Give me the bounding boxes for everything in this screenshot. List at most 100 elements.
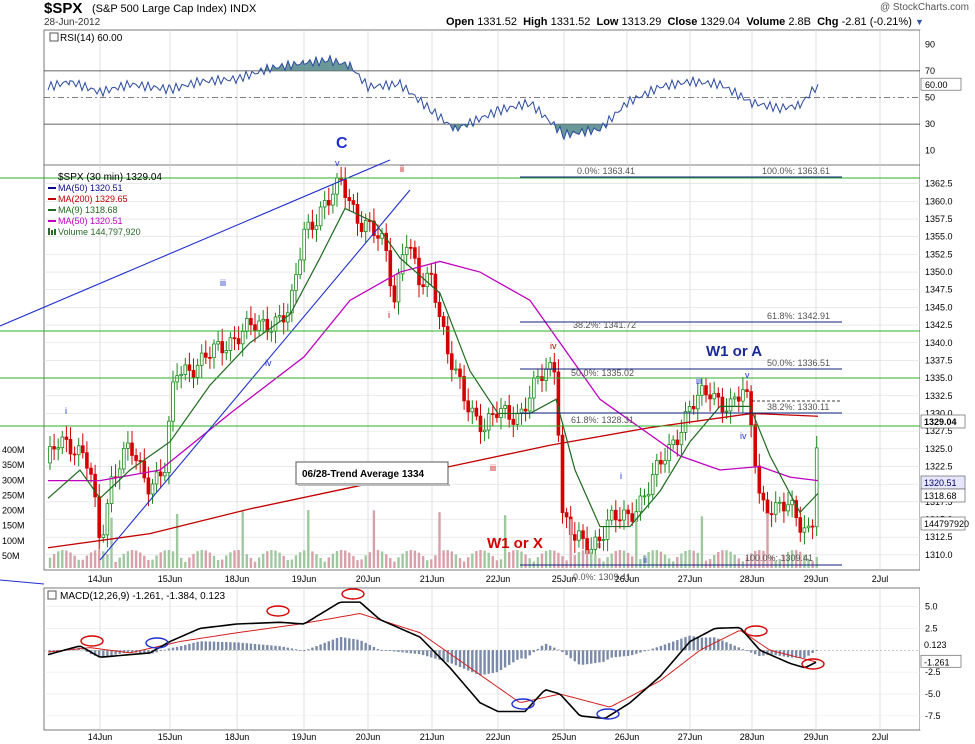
macd-legend-text: MACD(12,26,9) -1.261, -1.384, 0.123 — [60, 591, 226, 602]
volume-bar — [298, 552, 302, 568]
volume-bar — [192, 553, 195, 568]
volume-bar — [266, 551, 269, 568]
macd-hist-bar — [184, 644, 187, 651]
volume-bar — [376, 550, 380, 568]
candle-body — [249, 318, 253, 326]
macd-axis-label: 5.0 — [925, 602, 938, 612]
volume-bar — [585, 550, 589, 568]
candle-body — [691, 406, 696, 410]
volume-bar — [667, 558, 671, 568]
price-badge-label: 1329.04 — [924, 417, 957, 427]
macd-hist-bar — [434, 650, 437, 659]
volume-bar — [643, 555, 646, 568]
open-value: 1331.52 — [477, 16, 517, 28]
macd-hist-bar — [208, 641, 212, 651]
macd-axis-label: -5.0 — [925, 689, 941, 699]
volume-bar — [98, 550, 101, 568]
volume-bar — [483, 550, 486, 568]
volume-bar — [134, 550, 138, 568]
volume-bar — [512, 550, 515, 568]
macd-hist-bar — [503, 650, 507, 668]
volume-bar — [516, 550, 519, 568]
volume-bar — [758, 550, 761, 568]
candle-body — [490, 413, 495, 415]
macd-hist-bar — [717, 638, 720, 651]
volume-bar — [766, 512, 769, 568]
candle-body — [134, 455, 138, 461]
candle-body — [429, 272, 434, 275]
volume-bar — [651, 550, 654, 568]
macd-hist-bar — [401, 650, 404, 653]
candle-body — [564, 512, 569, 518]
macd-hist-bar — [442, 650, 445, 662]
candle-body — [310, 221, 315, 230]
volume-bar — [717, 551, 720, 568]
macd-hist-bar — [647, 649, 650, 651]
macd-hist-bar — [335, 638, 339, 651]
x-tick-label-price: 19Jun — [292, 574, 317, 584]
volume-bar — [557, 552, 560, 568]
candle-body — [745, 389, 749, 392]
x-tick-label: 29Jun — [804, 732, 829, 742]
candle-body — [314, 225, 319, 230]
macd-signal-line — [47, 612, 817, 708]
macd-hist-bar — [528, 650, 531, 656]
macd-hist-bar — [380, 650, 384, 652]
volume-bar — [417, 552, 421, 568]
rsi-current-label: 60.00 — [925, 80, 948, 90]
price-axis-label: 1345.0 — [925, 302, 953, 312]
volume-bar — [237, 550, 240, 568]
chg-dropdown-icon[interactable]: ▼ — [914, 17, 924, 27]
macd-hist-bar — [106, 650, 109, 657]
volume-axis-label: 350M — [2, 460, 25, 470]
macd-hist-bar — [544, 643, 548, 651]
macd-hist-bar — [655, 647, 658, 651]
candle-body — [712, 392, 716, 400]
crossover-marker — [511, 698, 535, 710]
candle-body — [417, 257, 421, 286]
candle-body — [318, 206, 323, 227]
fib-label: 38.2%: 1330.11 — [767, 402, 829, 412]
macd-hist-bar — [368, 644, 371, 651]
volume-bar — [778, 558, 781, 568]
macd-hist-bar — [721, 640, 724, 651]
volume-label: Volume — [746, 16, 786, 28]
candle-body — [290, 289, 294, 314]
x-tick-label: 14Jun — [88, 732, 113, 742]
candle-body — [105, 503, 110, 536]
volume-bar — [331, 553, 335, 568]
ohlc-readout: Open 1331.52 High 1331.52 Low 1313.29 Cl… — [446, 16, 924, 28]
volume-bar — [274, 550, 277, 568]
candle-body — [208, 356, 212, 359]
macd-hist-bar — [549, 645, 552, 651]
candle-body — [85, 452, 89, 469]
candle-body — [93, 473, 97, 498]
close-value: 1329.04 — [700, 16, 741, 28]
annotation-layer: 0.0%: 1363.41 100.0%: 1363.61 38.2%: 1341.… — [0, 135, 920, 585]
macd-hist-bar — [799, 650, 802, 658]
volume-bar — [475, 551, 478, 568]
symbol-name: (S&P 500 Large Cap Index) INDX — [92, 3, 257, 15]
volume-bar — [196, 551, 199, 568]
x-tick-label-price: 15Jun — [158, 574, 183, 584]
macd-hist-bar — [762, 650, 765, 656]
rsi-layer — [44, 54, 920, 141]
candle-body — [728, 398, 733, 412]
volume-bar — [85, 555, 89, 568]
volume-bar — [364, 555, 367, 568]
candle-body — [630, 513, 634, 522]
price-axis-label: 1347.5 — [925, 285, 953, 295]
candle-body — [626, 509, 630, 515]
volume-bar — [503, 515, 507, 568]
candle-body — [503, 405, 507, 409]
macd-hist-bar — [245, 643, 248, 651]
volume-bar — [413, 550, 417, 568]
candle-body — [150, 483, 155, 495]
volume-bar — [253, 561, 257, 568]
volume-bar — [130, 550, 134, 568]
macd-hist-bar — [257, 644, 261, 651]
candle-body — [351, 200, 356, 205]
volume-bar — [397, 557, 400, 568]
crossover-marker — [80, 635, 104, 647]
price-axis-label: 1335.0 — [925, 373, 953, 383]
